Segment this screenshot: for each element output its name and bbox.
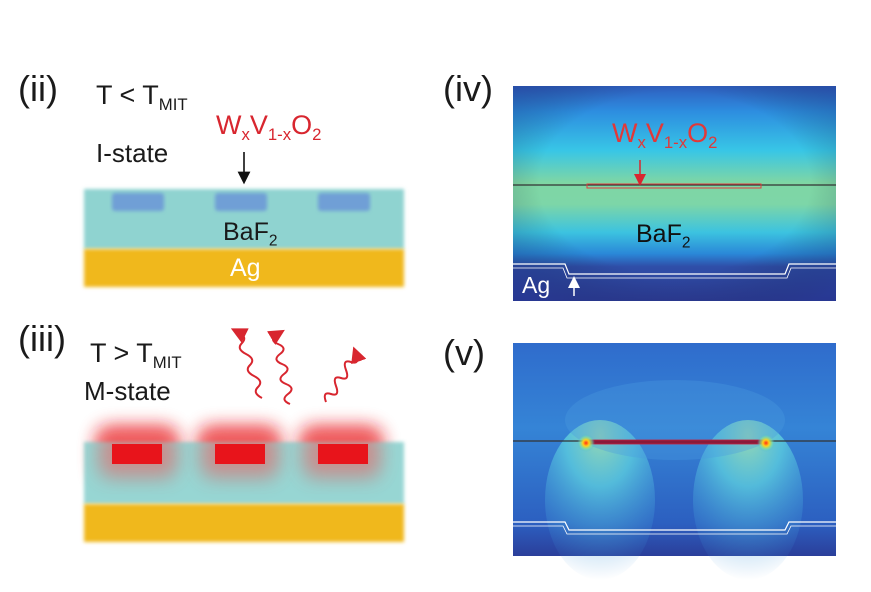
material-v: V xyxy=(249,110,268,140)
field-vignette-iv xyxy=(513,86,836,301)
insulating-patch-1 xyxy=(112,193,164,211)
material-w-sub-iv: x xyxy=(637,132,646,152)
metallic-patch-1 xyxy=(112,444,162,464)
condition-iii: T > TMIT xyxy=(90,338,182,373)
ag-layer-ii xyxy=(84,249,404,287)
metallic-patch-2 xyxy=(215,444,265,464)
ag-label-iv: Ag xyxy=(522,272,551,298)
material-label-ii: WxV1-xO2 xyxy=(216,110,321,145)
state-label-ii: I-state xyxy=(96,138,169,168)
panel-label-v: (v) xyxy=(443,332,485,373)
material-label-iv: WxV1-xO2 xyxy=(612,118,717,153)
field-lobe-top xyxy=(565,380,785,460)
condition-iii-sub: MIT xyxy=(152,352,182,372)
material-w-sub: x xyxy=(241,124,250,144)
ag-label-ii: Ag xyxy=(230,254,261,282)
ag-layer-iii xyxy=(84,504,404,542)
metallic-patch-3 xyxy=(318,444,368,464)
panel-label-ii: (ii) xyxy=(18,68,58,109)
material-v-iv: V xyxy=(645,118,664,148)
condition-ii-prefix: T < T xyxy=(96,80,159,110)
emission-arrow-2 xyxy=(267,329,293,405)
emission-arrow-3 xyxy=(323,346,367,403)
state-label-iii: M-state xyxy=(84,376,171,406)
insulating-patch-2 xyxy=(215,193,267,211)
condition-ii: T < TMIT xyxy=(96,80,188,115)
material-o-iv: O xyxy=(687,118,709,148)
material-o: O xyxy=(291,110,313,140)
field-lobe-right xyxy=(693,420,803,580)
ag-interface-v-2 xyxy=(513,525,836,535)
hotspot-left xyxy=(577,434,595,452)
material-o-sub-iv: 2 xyxy=(708,132,718,152)
material-v-sub-iv: 1-x xyxy=(663,132,688,152)
condition-iii-prefix: T > T xyxy=(90,338,153,368)
material-o-sub: 2 xyxy=(312,124,322,144)
emission-arrow-1 xyxy=(230,328,263,399)
material-w: W xyxy=(216,110,242,140)
hotspot-right xyxy=(757,434,775,452)
patch-v xyxy=(585,439,767,445)
baf2-main-ii: BaF xyxy=(223,218,269,246)
material-w-iv: W xyxy=(612,118,638,148)
patch-outline-iv xyxy=(586,183,762,189)
baf2-main-iv: BaF xyxy=(636,220,682,248)
baf2-sub-ii: 2 xyxy=(268,232,278,250)
ag-interface-v xyxy=(513,521,836,531)
baf2-label-iv: BaF2 xyxy=(636,220,690,252)
baf2-sub-iv: 2 xyxy=(681,234,691,252)
ag-interface-iv-2 xyxy=(513,267,836,279)
condition-ii-sub: MIT xyxy=(158,94,188,114)
material-v-sub: 1-x xyxy=(267,124,292,144)
panel-label-iv: (iv) xyxy=(443,68,493,109)
ag-interface-iv xyxy=(513,263,836,275)
baf2-label-ii: BaF2 xyxy=(223,218,277,250)
field-lobe-left xyxy=(545,420,655,580)
insulating-patch-3 xyxy=(318,193,370,211)
panel-label-iii: (iii) xyxy=(18,318,66,359)
